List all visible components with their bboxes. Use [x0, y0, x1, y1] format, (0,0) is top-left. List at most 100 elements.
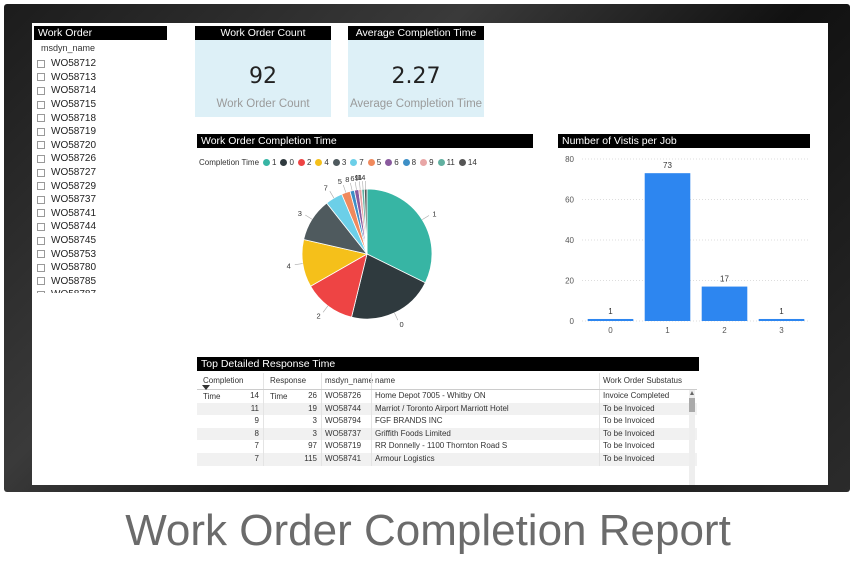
table-cell: Invoice Completed — [599, 390, 689, 403]
table-cell: WO58737 — [321, 427, 371, 441]
legend-item-label[interactable]: 5 — [376, 158, 382, 167]
slicer-item[interactable]: WO58787 — [37, 288, 165, 293]
legend-item-label[interactable]: 7 — [359, 158, 364, 167]
x-tick-label: 2 — [722, 326, 727, 335]
table-cell: RR Donnelly - 1100 Thornton Road S — [371, 440, 599, 453]
average-completion-card[interactable]: 2.27 Average Completion Time — [348, 40, 484, 117]
scroll-up-icon[interactable] — [689, 390, 695, 396]
checkbox-icon[interactable] — [37, 86, 45, 95]
work-order-count-card[interactable]: 92 Work Order Count — [195, 40, 331, 117]
legend-item-label[interactable]: 3 — [341, 158, 347, 167]
legend-dot-icon — [437, 159, 445, 166]
slicer-item[interactable]: WO58720 — [37, 139, 165, 153]
table-cell: 115 — [263, 452, 321, 466]
legend-item-label[interactable]: 6 — [394, 158, 399, 167]
legend-item-label[interactable]: 14 — [467, 158, 477, 167]
slicer-item[interactable]: WO58714 — [37, 84, 165, 98]
slicer-item[interactable]: WO58726 — [37, 152, 165, 166]
table-row[interactable]: 14 26 WO58726 Home Depot 7005 - Whitby ON In… — [197, 390, 697, 403]
card-avg-title: Average Completion Time — [348, 26, 484, 40]
legend-item-label[interactable]: 0 — [289, 158, 294, 167]
column-header-name[interactable]: name — [371, 373, 599, 389]
legend-item-label[interactable]: 2 — [306, 158, 312, 167]
bar[interactable] — [758, 318, 805, 321]
checkbox-icon[interactable] — [37, 222, 45, 231]
checkbox-icon[interactable] — [37, 236, 45, 245]
pie-leader-line — [294, 263, 303, 265]
table-row[interactable]: 11 19 WO58744 Marriot / Toronto Airport Mar… — [197, 402, 697, 416]
checkbox-icon[interactable] — [37, 182, 45, 191]
checkbox-icon[interactable] — [37, 73, 45, 82]
scrollbar-thumb[interactable] — [689, 398, 695, 412]
table-cell: 9 — [254, 416, 259, 426]
pie-legend: Completion Time 1 0 2 4 3 7 5 6 8 9 11 14 — [199, 158, 477, 167]
table-row[interactable]: 7 115 WO58741 Armour Logistics To be Invoice… — [197, 452, 697, 466]
slicer-item[interactable]: WO58745 — [37, 234, 165, 248]
work-order-count-label: Work Order Count — [216, 98, 310, 110]
table-cell: FGF BRANDS INC — [371, 415, 599, 428]
legend-item-label[interactable]: 9 — [429, 158, 434, 167]
slicer-item[interactable]: WO58753 — [37, 247, 165, 261]
slicer-item[interactable]: WO58718 — [37, 111, 165, 125]
slicer-item[interactable]: WO58719 — [37, 125, 165, 139]
checkbox-icon[interactable] — [37, 168, 45, 177]
column-header-completion-time[interactable]: Completion Time — [203, 376, 244, 401]
pie-data-label: 6 — [350, 174, 354, 183]
checkbox-icon[interactable] — [37, 250, 45, 259]
slicer-item[interactable]: WO58744 — [37, 220, 165, 234]
checkbox-icon[interactable] — [37, 127, 45, 136]
pie-data-label: 9 — [355, 173, 359, 182]
slicer-item[interactable]: WO58713 — [37, 71, 165, 85]
table-row[interactable]: 8 3 WO58737 Griffith Foods Limited To be Inv… — [197, 427, 697, 441]
checkbox-icon[interactable] — [37, 141, 45, 150]
slicer-item[interactable]: WO58780 — [37, 261, 165, 275]
checkbox-icon[interactable] — [37, 195, 45, 204]
slicer-item[interactable]: WO58737 — [37, 193, 165, 207]
slicer-item-label: WO58726 — [51, 153, 97, 165]
slicer-item[interactable]: WO58785 — [37, 275, 165, 289]
pie-data-label: 1 — [432, 209, 436, 218]
slicer-item-label: WO58737 — [51, 194, 97, 206]
legend-item-label[interactable]: 11 — [446, 158, 455, 167]
checkbox-icon[interactable] — [37, 263, 45, 272]
table-cell: To be Invoiced — [599, 427, 689, 441]
table-cell: 97 — [263, 440, 321, 453]
pie-slice[interactable] — [351, 253, 426, 320]
slicer-item[interactable]: WO58712 — [37, 57, 165, 71]
column-header-substatus[interactable]: Work Order Substatus — [599, 373, 689, 389]
checkbox-icon[interactable] — [37, 209, 45, 218]
table-scrollbar[interactable] — [689, 390, 695, 485]
legend-item-label[interactable]: 4 — [324, 158, 329, 167]
table-row[interactable]: 7 97 WO58719 RR Donnelly - 1100 Thornton Ro… — [197, 440, 697, 453]
slicer-item-label: WO58744 — [51, 221, 97, 233]
slicer-item[interactable]: WO58741 — [37, 207, 165, 221]
checkbox-icon[interactable] — [37, 59, 45, 68]
slicer-item[interactable]: WO58715 — [37, 98, 165, 112]
sort-descending-icon[interactable] — [202, 385, 210, 391]
table-row[interactable]: 9 3 WO58794 FGF BRANDS INC To be Invoiced — [197, 415, 697, 428]
column-header-msdyn-name[interactable]: msdyn_name — [321, 373, 373, 389]
legend-title: Completion Time — [199, 158, 260, 167]
checkbox-icon[interactable] — [37, 114, 45, 123]
bar[interactable] — [644, 173, 691, 321]
table-cell: 3 — [263, 427, 321, 441]
slicer-list[interactable]: WO58712 WO58713 WO58714 WO58715 WO58718 WO587… — [37, 57, 165, 293]
checkbox-icon[interactable] — [37, 154, 45, 163]
slicer-item-label: WO58713 — [51, 71, 97, 83]
checkbox-icon[interactable] — [37, 100, 45, 109]
bar[interactable] — [587, 318, 634, 321]
bar[interactable] — [701, 286, 748, 321]
slicer-item-label: WO58745 — [51, 235, 97, 247]
slicer-item-label: WO58720 — [51, 139, 97, 151]
slicer-item[interactable]: WO58729 — [37, 179, 165, 193]
checkbox-icon[interactable] — [37, 277, 45, 286]
column-header-response-time[interactable]: Response Time — [263, 373, 321, 401]
slicer-item[interactable]: WO58727 — [37, 166, 165, 180]
bar-chart[interactable]: 0 20 40 60 80 1 0 73 1 17 2 1 3 — [552, 149, 814, 339]
pie-leader-line — [342, 184, 347, 193]
legend-item-label[interactable]: 1 — [272, 158, 277, 167]
slicer-title: Work Order — [34, 26, 167, 40]
legend-item-label[interactable]: 8 — [411, 158, 417, 167]
checkbox-icon[interactable] — [37, 290, 45, 293]
